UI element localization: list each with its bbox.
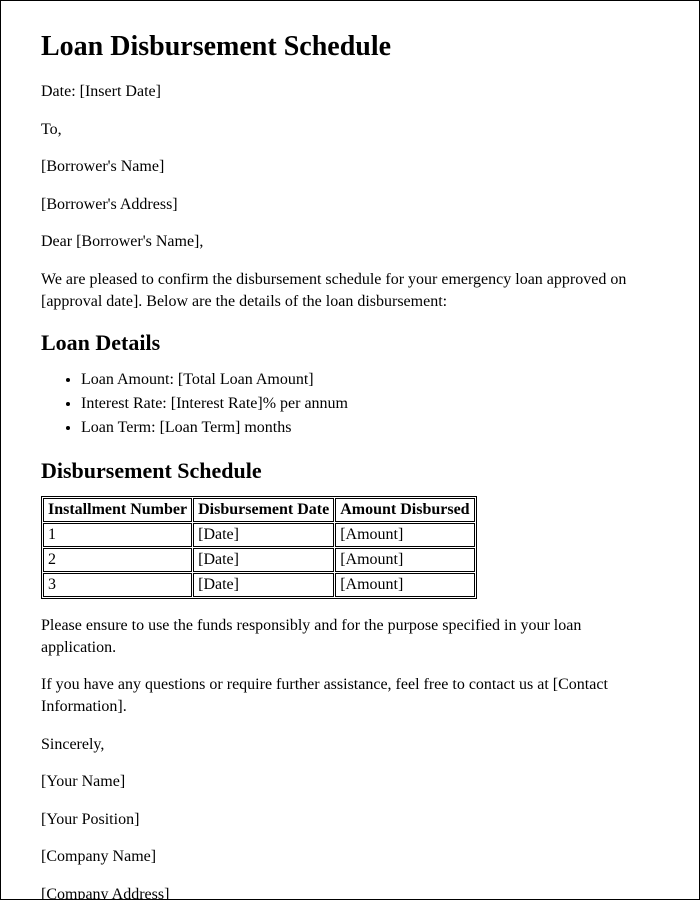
cell-amount: [Amount] (335, 548, 474, 572)
signature-address: [Company Address] (41, 884, 659, 900)
table-row: 3 [Date] [Amount] (43, 573, 475, 597)
contact-paragraph: If you have any questions or require fur… (41, 674, 659, 717)
document-page: Loan Disbursement Schedule Date: [Insert… (0, 0, 700, 900)
responsibility-paragraph: Please ensure to use the funds responsib… (41, 615, 659, 658)
closing: Sincerely, (41, 734, 659, 756)
signature-position: [Your Position] (41, 809, 659, 831)
cell-date: [Date] (193, 573, 334, 597)
cell-amount: [Amount] (335, 523, 474, 547)
signature-company: [Company Name] (41, 846, 659, 868)
schedule-heading: Disbursement Schedule (41, 458, 659, 484)
cell-num: 2 (43, 548, 192, 572)
table-row: 1 [Date] [Amount] (43, 523, 475, 547)
table-header-row: Installment Number Disbursement Date Amo… (43, 498, 475, 522)
borrower-name-line: [Borrower's Name] (41, 156, 659, 178)
borrower-address-line: [Borrower's Address] (41, 194, 659, 216)
disbursement-table: Installment Number Disbursement Date Amo… (41, 496, 477, 599)
salutation: Dear [Borrower's Name], (41, 231, 659, 253)
intro-paragraph: We are pleased to confirm the disburseme… (41, 269, 659, 312)
signature-name: [Your Name] (41, 771, 659, 793)
to-line: To, (41, 119, 659, 141)
page-title: Loan Disbursement Schedule (41, 31, 659, 63)
interest-rate-item: Interest Rate: [Interest Rate]% per annu… (81, 392, 659, 416)
cell-num: 3 (43, 573, 192, 597)
cell-date: [Date] (193, 523, 334, 547)
date-line: Date: [Insert Date] (41, 81, 659, 103)
loan-term-item: Loan Term: [Loan Term] months (81, 416, 659, 440)
header-amount: Amount Disbursed (335, 498, 474, 522)
cell-date: [Date] (193, 548, 334, 572)
cell-amount: [Amount] (335, 573, 474, 597)
header-date: Disbursement Date (193, 498, 334, 522)
cell-num: 1 (43, 523, 192, 547)
loan-amount-item: Loan Amount: [Total Loan Amount] (81, 368, 659, 392)
loan-details-list: Loan Amount: [Total Loan Amount] Interes… (41, 368, 659, 440)
table-row: 2 [Date] [Amount] (43, 548, 475, 572)
loan-details-heading: Loan Details (41, 330, 659, 356)
header-installment: Installment Number (43, 498, 192, 522)
